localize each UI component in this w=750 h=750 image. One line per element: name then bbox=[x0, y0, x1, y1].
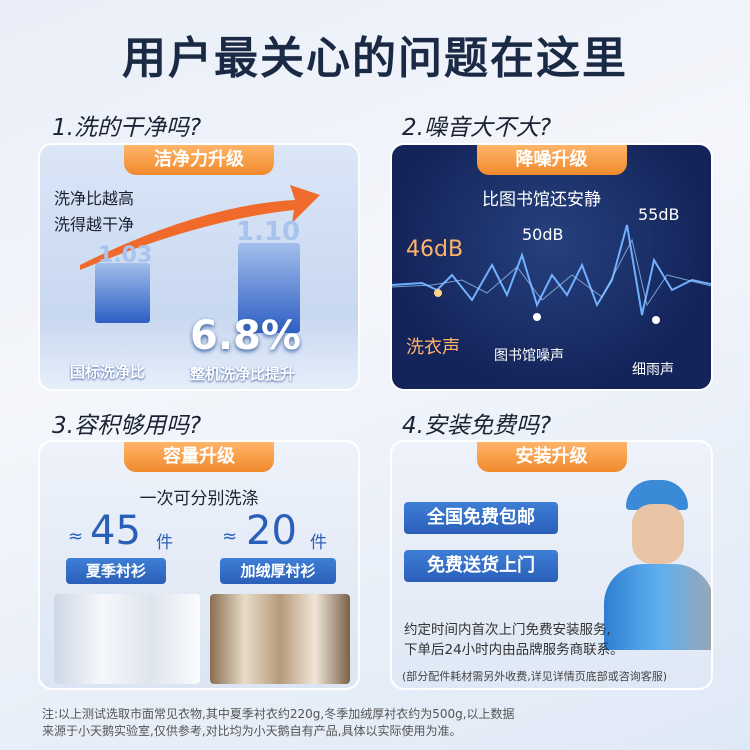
unit-1: 件 bbox=[156, 533, 173, 553]
value-standard: 1.03 bbox=[98, 243, 153, 268]
install-note: (部分配件耗材需另外收费,详见详情页底部或咨询客服) bbox=[402, 670, 668, 683]
label-rain: 细雨声 bbox=[632, 362, 674, 378]
capacity-subtitle: 一次可分别洗涤 bbox=[139, 489, 259, 509]
install-card: 安装升级 全国免费包邮 免费送货上门 约定时间内首次上门免费安装服务, 下单后2… bbox=[390, 440, 713, 690]
label-machine: 整机洗净比提升 bbox=[190, 365, 296, 383]
db-rain: 55dB bbox=[638, 205, 680, 224]
question-1: 1.洗的干净吗? bbox=[52, 115, 202, 141]
capacity-badge: 容量升级 bbox=[124, 442, 274, 472]
cleaning-badge: 洁净力升级 bbox=[124, 145, 274, 175]
technician-photo bbox=[604, 480, 711, 650]
approx-2: ≈ bbox=[222, 526, 238, 547]
page-title: 用户最关心的问题在这里 bbox=[122, 33, 628, 84]
footnote-line1: 注:以上测试选取市面常见衣物,其中夏季衬衣约220g,冬季加绒厚衬衣约为500g… bbox=[42, 707, 515, 721]
bar-standard bbox=[95, 263, 150, 323]
approx-1: ≈ bbox=[68, 526, 84, 547]
install-desc-2: 下单后24小时内由品牌服务商联系。 bbox=[404, 642, 624, 658]
count-winter: 20 bbox=[246, 508, 297, 554]
winter-shirts-photo bbox=[210, 594, 350, 684]
summer-shirts-photo bbox=[54, 594, 200, 684]
label-winter-shirt: 加绒厚衬衫 bbox=[220, 558, 336, 584]
install-badge: 安装升级 bbox=[476, 442, 627, 472]
label-washer: 洗衣声 bbox=[406, 337, 460, 358]
free-shipping-label: 全国免费包邮 bbox=[404, 502, 558, 534]
free-delivery-label: 免费送货上门 bbox=[404, 550, 558, 582]
noise-badge: 降噪升级 bbox=[476, 145, 627, 175]
increase-value: 6.8% bbox=[190, 313, 301, 359]
cleaning-card: 洁净力升级 洗净比越高 洗得越干净 1.03 1.10 6.8% 国标洗净比 整… bbox=[38, 143, 360, 391]
capacity-card: 容量升级 一次可分别洗涤 ≈ 45 件 ≈ 20 件 夏季衬衫 加绒厚衬衫 bbox=[38, 440, 360, 690]
noise-card: 降噪升级 比图书馆还安静 46dB 50dB 55dB 洗衣声 图书馆噪声 细雨… bbox=[390, 143, 713, 391]
label-summer-shirt: 夏季衬衫 bbox=[66, 558, 166, 584]
question-3: 3.容积够用吗? bbox=[52, 413, 202, 439]
unit-2: 件 bbox=[310, 533, 327, 553]
bar-machine bbox=[238, 243, 300, 333]
noise-subtitle: 比图书馆还安静 bbox=[482, 190, 601, 210]
sound-wave-icon bbox=[392, 224, 711, 324]
question-4: 4.安装免费吗? bbox=[402, 413, 552, 439]
install-desc-1: 约定时间内首次上门免费安装服务, bbox=[404, 622, 611, 638]
cleaning-line1: 洗净比越高 bbox=[54, 189, 135, 208]
label-standard: 国标洗净比 bbox=[70, 363, 146, 381]
cleaning-line2: 洗得越干净 bbox=[54, 215, 135, 234]
count-summer: 45 bbox=[90, 508, 141, 554]
label-library: 图书馆噪声 bbox=[494, 348, 564, 364]
question-2: 2.噪音大不大? bbox=[402, 115, 552, 141]
footnote-line2: 来源于小天鹅实验室,仅供参考,对比均为小天鹅自有产品,具体以实际使用为准。 bbox=[42, 724, 462, 738]
db-washer: 46dB bbox=[406, 237, 464, 262]
value-machine: 1.10 bbox=[236, 217, 301, 247]
growth-arrow-icon bbox=[80, 185, 320, 270]
db-library: 50dB bbox=[522, 225, 564, 244]
